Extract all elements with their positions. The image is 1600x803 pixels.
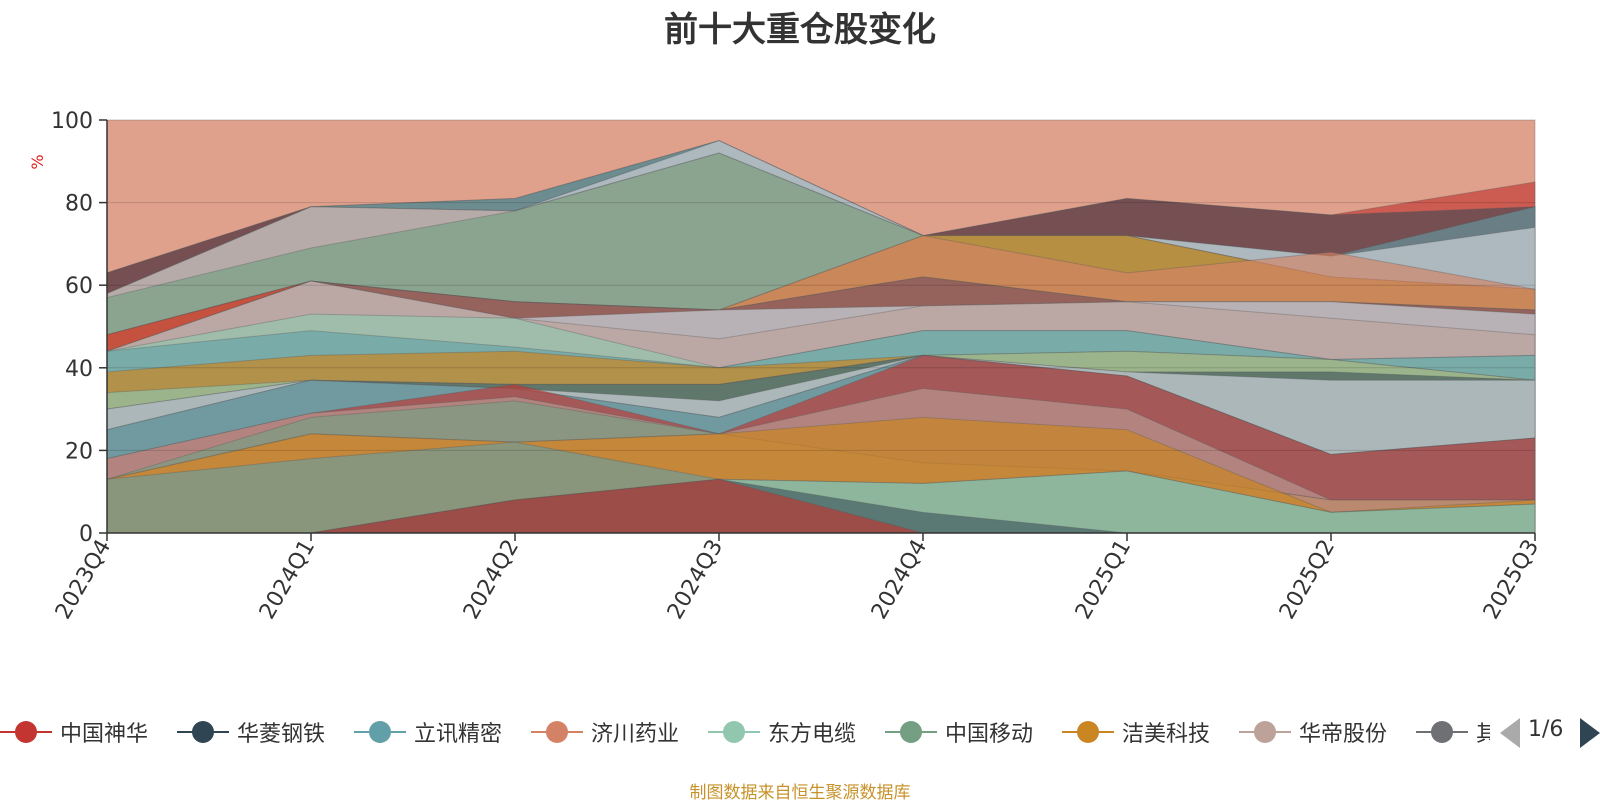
area-layers: [106, 119, 1536, 534]
legend-label: 济川药业: [591, 722, 680, 747]
y-axis-label: %: [28, 154, 47, 169]
legend-item[interactable]: 华帝股份: [1239, 712, 1387, 752]
x-tick-label: 2025Q1: [1071, 536, 1136, 624]
legend-marker-icon: [177, 721, 229, 743]
legend-prev-page-icon[interactable]: [1500, 718, 1520, 748]
legend-item[interactable]: 立讯精密: [354, 712, 502, 752]
x-tick-label: 2024Q1: [255, 536, 320, 624]
source-note: 制图数据来自恒生聚源数据库: [689, 783, 911, 803]
legend-label: 中国移动: [945, 722, 1034, 747]
legend-label: 东方电缆: [768, 722, 857, 747]
legend-label: 华菱钢铁: [237, 722, 326, 747]
legend-label: 中国神华: [60, 722, 149, 747]
legend-pager: 1/6: [1496, 712, 1600, 752]
legend-item[interactable]: 济川药业: [531, 712, 679, 752]
y-tick-label: 40: [65, 357, 93, 382]
y-tick-label: 60: [65, 274, 93, 299]
legend-item[interactable]: 洁美科技: [1062, 712, 1210, 752]
x-tick-label: 2024Q3: [663, 536, 728, 624]
y-tick-label: 20: [65, 439, 93, 464]
legend-marker-icon: [885, 721, 937, 743]
legend-item[interactable]: 其他: [1416, 712, 1490, 752]
legend-item[interactable]: 华菱钢铁: [177, 712, 325, 752]
legend-next-page-icon[interactable]: [1580, 718, 1600, 748]
legend-marker-icon: [708, 721, 760, 743]
x-tick-label: 2024Q2: [459, 536, 524, 624]
y-tick-label: 80: [65, 192, 93, 217]
legend-label: 洁美科技: [1122, 722, 1211, 747]
legend: 中国神华 华菱钢铁 立讯精密 济川药业 东方电缆 中国移动 洁美科技 华帝股份 其他: [0, 712, 1490, 752]
legend-page-indicator: 1/6: [1528, 717, 1564, 742]
x-tick-label: 2023Q4: [51, 536, 116, 624]
legend-marker-icon: [531, 721, 583, 743]
legend-marker-icon: [0, 721, 52, 743]
legend-item[interactable]: 中国移动: [885, 712, 1033, 752]
legend-item[interactable]: 中国神华: [0, 712, 148, 752]
x-tick-label: 2025Q2: [1275, 536, 1340, 624]
legend-marker-icon: [1239, 721, 1291, 743]
legend-marker-icon: [354, 721, 406, 743]
legend-item[interactable]: 东方电缆: [708, 712, 856, 752]
x-tick-label: 2024Q4: [867, 536, 932, 624]
grid-lines: [107, 202, 1535, 451]
legend-label: 立讯精密: [414, 722, 503, 747]
legend-marker-icon: [1062, 721, 1114, 743]
y-tick-label: 100: [51, 109, 93, 134]
legend-marker-icon: [1416, 721, 1468, 743]
x-tick-label: 2025Q3: [1479, 536, 1544, 624]
chart-title: 前十大重仓股变化: [664, 10, 936, 50]
legend-label: 华帝股份: [1299, 722, 1388, 747]
legend-label: 其他: [1476, 722, 1490, 747]
y-tick-label: 0: [79, 522, 93, 547]
